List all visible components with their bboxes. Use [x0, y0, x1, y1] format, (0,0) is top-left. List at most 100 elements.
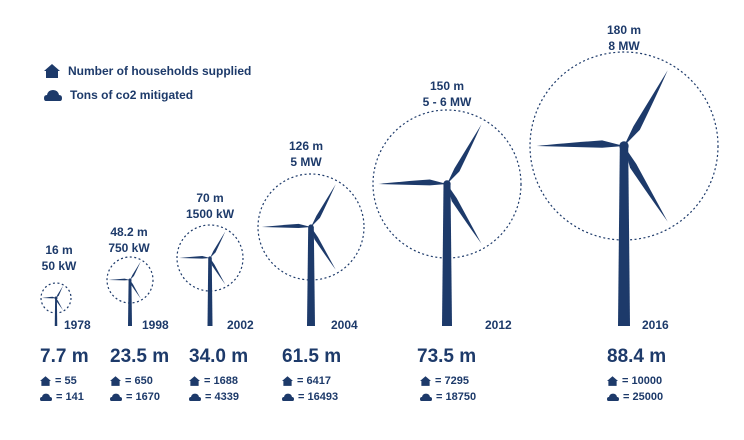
hub-height: 23.5 m	[110, 346, 170, 367]
co2-stat: = 18750	[420, 391, 476, 403]
house-icon	[607, 376, 618, 386]
year-label: 1998	[142, 318, 169, 332]
house-icon	[189, 376, 200, 386]
year-label: 1978	[64, 318, 91, 332]
blade	[311, 184, 336, 227]
households-value: = 55	[55, 375, 77, 387]
tower	[207, 258, 213, 326]
tower	[54, 298, 58, 326]
co2-stat: = 16493	[282, 391, 338, 403]
blade	[210, 258, 226, 285]
households-stat: = 1688	[189, 375, 238, 387]
legend-co2-label: Tons of co2 mitigated	[70, 88, 194, 102]
blade	[624, 70, 668, 146]
house-icon	[110, 376, 121, 386]
households-stat: = 7295	[420, 375, 469, 387]
blade	[378, 179, 447, 186]
diameter-label: 150 m	[429, 79, 465, 93]
co2-stat: = 4339	[189, 391, 239, 403]
blade	[42, 296, 56, 299]
households-value: = 10000	[622, 375, 663, 387]
diameter-label: 16 m	[45, 243, 73, 257]
rotor-circle	[257, 173, 365, 281]
year-label: 2002	[227, 318, 254, 332]
year-label: 2004	[331, 318, 358, 332]
cloud-icon	[607, 393, 619, 401]
blade	[447, 184, 482, 244]
hub-height: 61.5 m	[282, 346, 342, 367]
turbine-1998-top-label: 48.2 m 750 kW	[108, 224, 149, 256]
turbine-2016-top-label: 180 m 8 MW	[607, 22, 641, 54]
co2-value: = 25000	[623, 391, 664, 403]
cloud-icon	[420, 393, 432, 401]
blade	[624, 146, 668, 222]
diameter-label: 70 m	[196, 191, 224, 205]
power-label: 1500 kW	[185, 207, 235, 221]
diameter-label: 126 m	[288, 139, 324, 153]
blade	[130, 280, 141, 299]
legend-households: Number of households supplied	[44, 64, 251, 78]
co2-stat: = 25000	[607, 391, 663, 403]
power-label: 750 kW	[108, 241, 150, 255]
blade	[56, 298, 63, 311]
power-label: 8 MW	[608, 39, 640, 53]
house-icon	[44, 64, 60, 78]
house-icon	[420, 376, 431, 386]
hub	[308, 224, 314, 230]
co2-stat: = 1670	[110, 391, 160, 403]
households-value: = 7295	[435, 375, 469, 387]
households-value: = 1688	[204, 375, 238, 387]
cloud-icon	[40, 393, 52, 401]
hub	[443, 180, 451, 188]
turbine-2002-top-label: 70 m 1500 kW	[186, 190, 234, 222]
power-label: 5 MW	[290, 155, 322, 169]
house-icon	[40, 376, 51, 386]
tower	[618, 146, 630, 326]
legend-households-label: Number of households supplied	[68, 64, 252, 78]
blade	[108, 278, 130, 281]
blade	[447, 124, 482, 184]
co2-value: = 18750	[436, 391, 477, 403]
households-stat: = 650	[110, 375, 153, 387]
tower	[128, 280, 132, 326]
rotor-circle	[529, 51, 719, 241]
hub-height: 73.5 m	[417, 346, 477, 367]
households-stat: = 55	[40, 375, 77, 387]
households-stat: = 10000	[607, 375, 662, 387]
hub-height: 7.7 m	[40, 346, 89, 367]
rotor-circle	[106, 256, 154, 304]
cloud-icon	[282, 393, 294, 401]
cloud-icon	[110, 393, 122, 401]
hub-height: 88.4 m	[607, 346, 667, 367]
co2-value: = 16493	[298, 391, 339, 403]
cloud-icon	[44, 90, 62, 101]
year-label: 2012	[485, 318, 512, 332]
hub	[208, 256, 212, 260]
diameter-label: 180 m	[606, 23, 642, 37]
diameter-label: 48.2 m	[110, 225, 148, 239]
co2-stat: = 141	[40, 391, 84, 403]
blade	[56, 285, 63, 298]
households-value: = 650	[125, 375, 153, 387]
blade	[210, 231, 226, 258]
blade	[311, 227, 336, 270]
co2-value: = 4339	[205, 391, 239, 403]
cloud-icon	[189, 393, 201, 401]
households-stat: = 6417	[282, 375, 331, 387]
households-value: = 6417	[297, 375, 331, 387]
power-label: 50 kW	[41, 259, 77, 273]
blade	[536, 140, 624, 148]
legend-co2: Tons of co2 mitigated	[44, 88, 193, 102]
turbine-2004-top-label: 126 m 5 MW	[289, 138, 323, 170]
rotor-circle	[176, 224, 244, 292]
house-icon	[282, 376, 293, 386]
co2-value: = 1670	[126, 391, 160, 403]
hub-height: 34.0 m	[189, 346, 249, 367]
rotor-circle	[372, 109, 522, 259]
blade	[179, 256, 210, 259]
hub	[128, 278, 132, 282]
hub	[54, 296, 58, 300]
blade	[130, 261, 141, 280]
turbine-2012-top-label: 150 m 5 - 6 MW	[423, 78, 472, 110]
